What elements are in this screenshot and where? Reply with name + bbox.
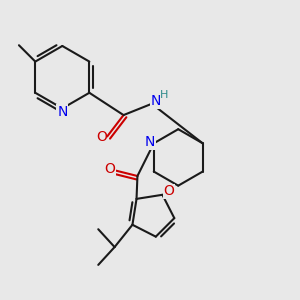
Text: N: N	[57, 105, 68, 119]
Text: H: H	[160, 91, 169, 100]
Text: N: N	[145, 135, 155, 149]
Text: N: N	[150, 94, 161, 108]
Text: O: O	[104, 162, 115, 176]
Text: O: O	[96, 130, 107, 144]
Text: O: O	[164, 184, 174, 198]
